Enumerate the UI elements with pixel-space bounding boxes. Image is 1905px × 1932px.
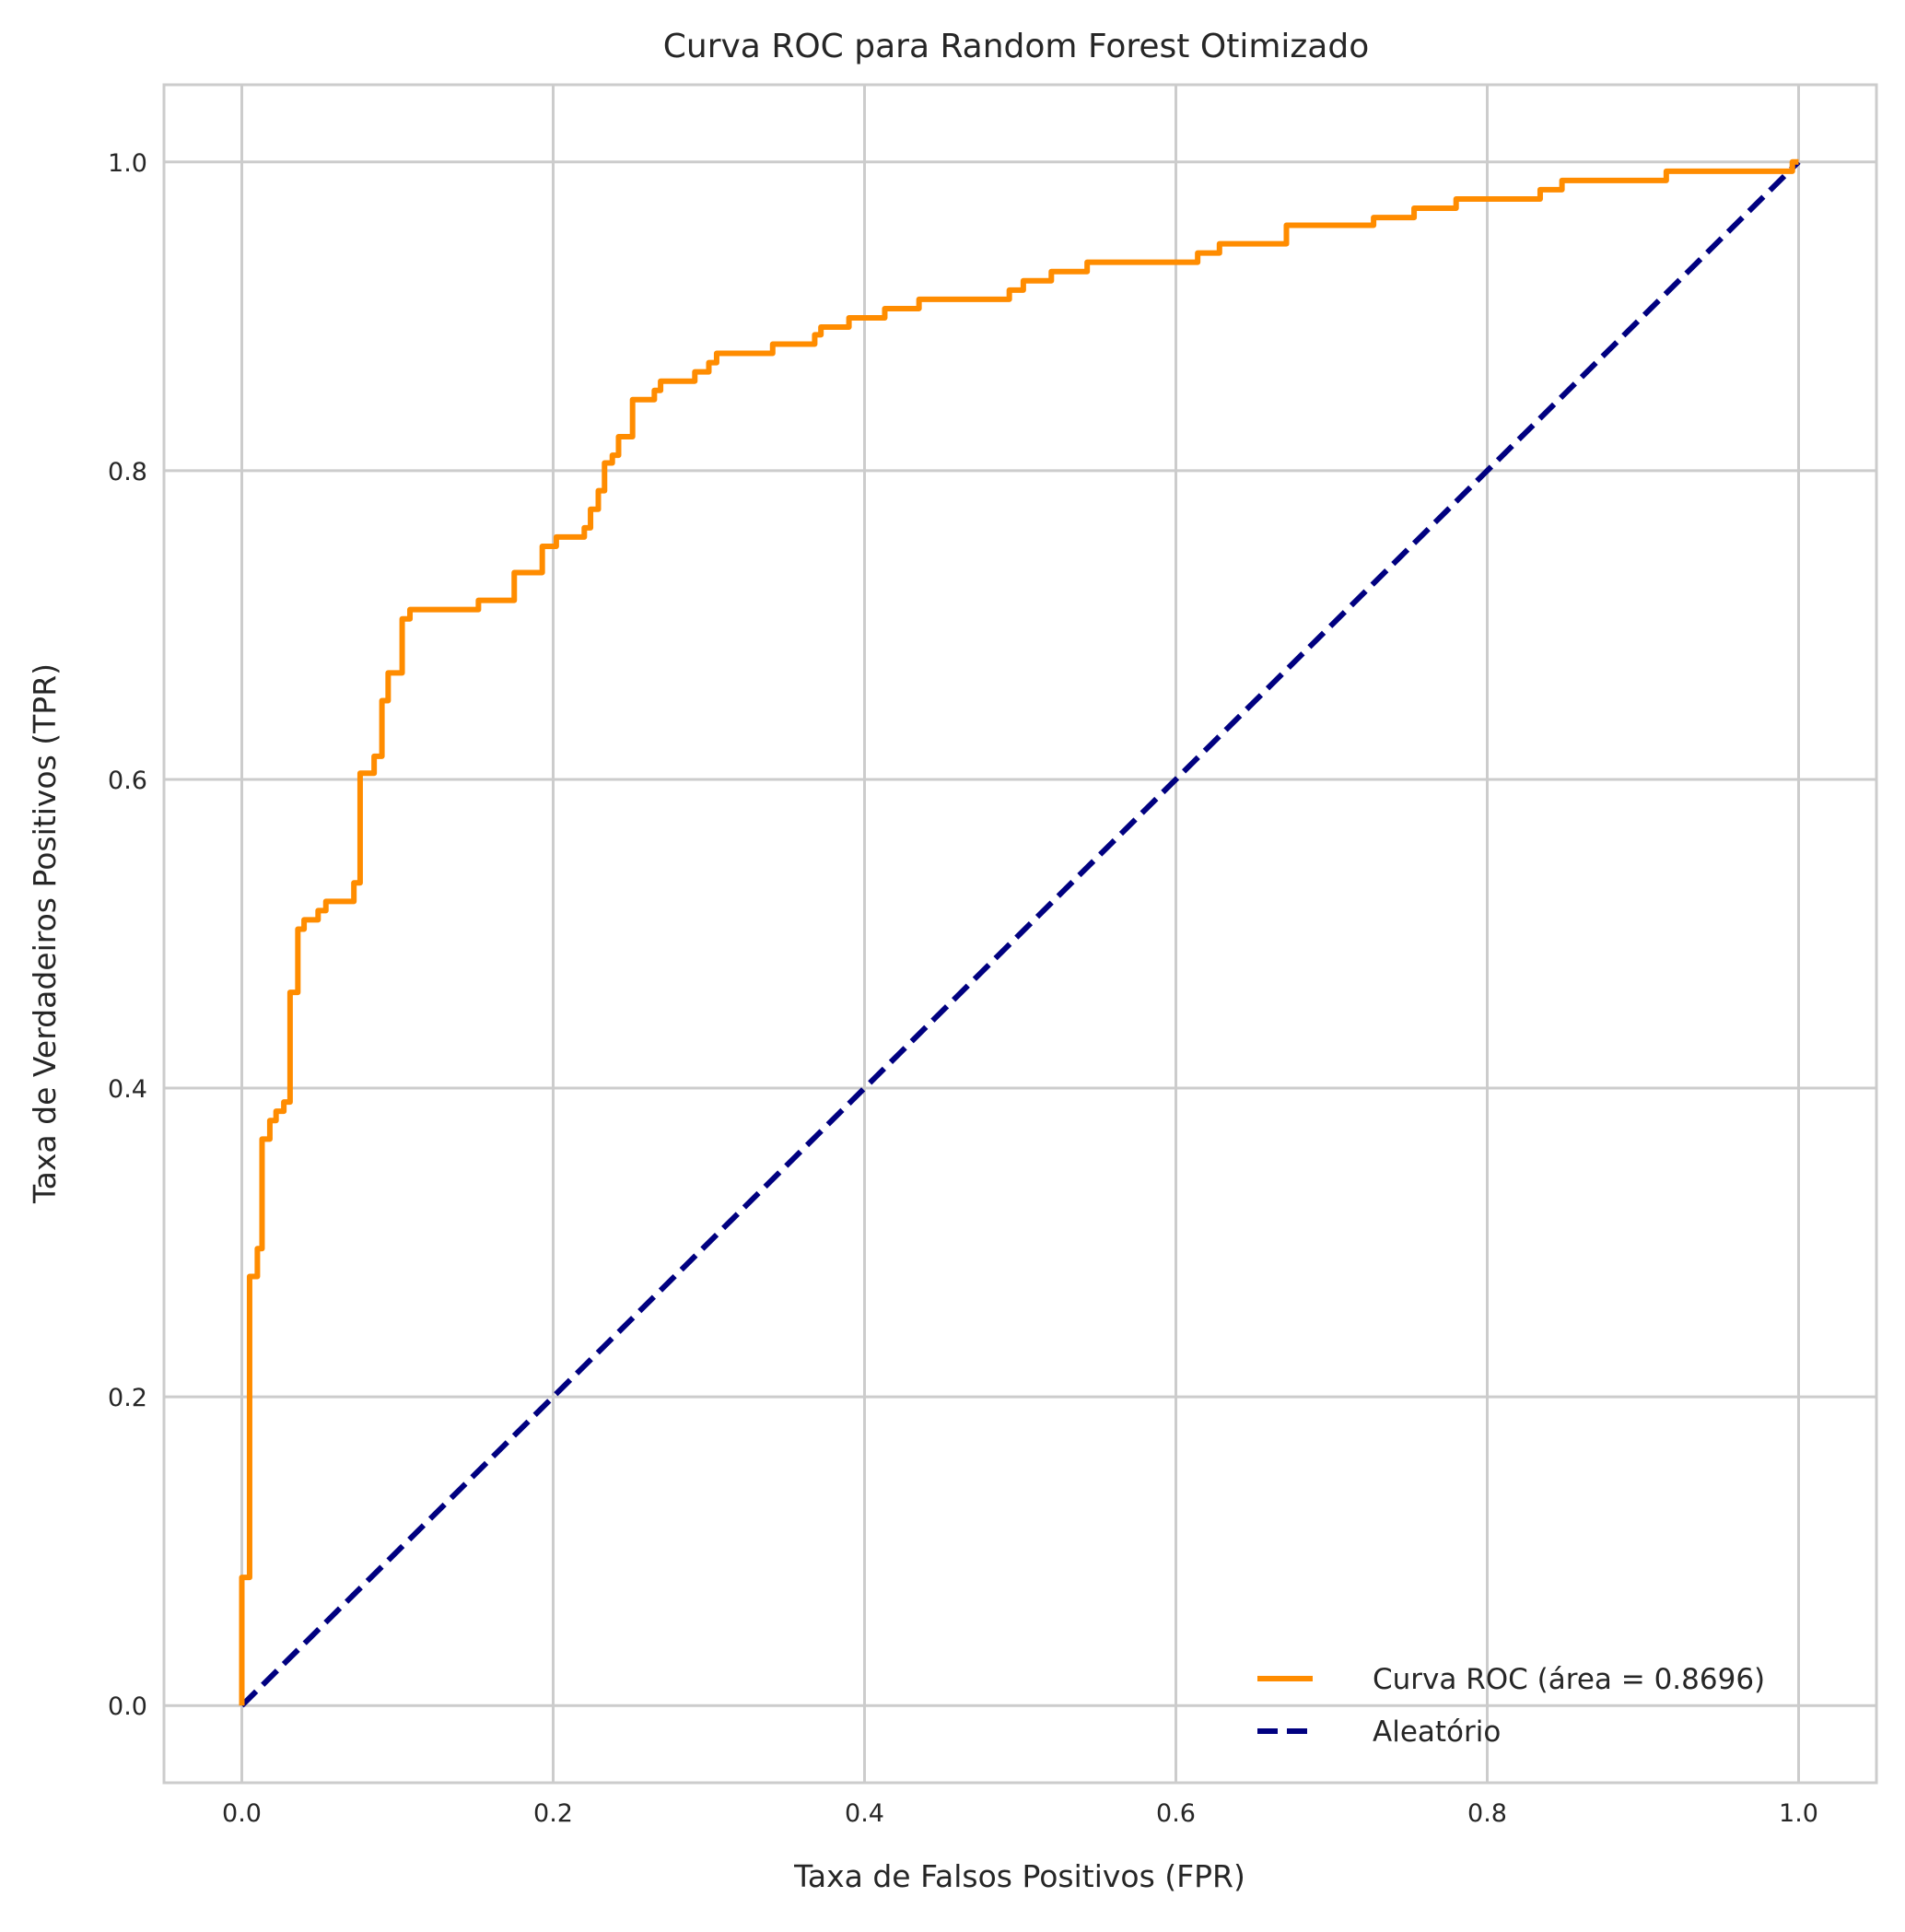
x-tick-label: 0.6 [1156, 1799, 1196, 1828]
y-tick-label: 1.0 [108, 149, 147, 178]
grid-lines [164, 85, 1876, 1783]
y-tick-label: 0.2 [108, 1384, 147, 1412]
y-tick-label: 0.0 [108, 1692, 147, 1721]
tick-labels: 0.0 0.2 0.4 0.6 0.8 1.0 0.0 0.2 0.4 0.6 0.8 1.0 [108, 149, 1818, 1828]
y-axis-title: Taxa de Verdadeiros Positivos (TPR) [27, 663, 63, 1204]
y-tick-label: 0.4 [108, 1075, 147, 1104]
legend-label-roc: Curva ROC (área = 0.8696) [1373, 1663, 1765, 1696]
x-tick-label: 0.0 [222, 1799, 262, 1828]
y-tick-label: 0.8 [108, 458, 147, 486]
chart-title: Curva ROC para Random Forest Otimizado [663, 28, 1369, 65]
legend-label-random: Aleatório [1373, 1715, 1501, 1749]
x-tick-label: 0.2 [533, 1799, 573, 1828]
plot-frame [162, 83, 1878, 1785]
random-baseline-line [240, 159, 1801, 1708]
x-tick-label: 0.8 [1467, 1799, 1507, 1828]
legend: Curva ROC (área = 0.8696) Aleatório [1257, 1663, 1765, 1749]
x-axis-title: Taxa de Falsos Positivos (FPR) [793, 1858, 1245, 1894]
x-tick-label: 1.0 [1779, 1799, 1818, 1828]
roc-curve-line [239, 158, 1799, 1706]
y-tick-label: 0.6 [108, 767, 147, 795]
plot-series [239, 158, 1801, 1708]
x-tick-label: 0.4 [845, 1799, 884, 1828]
